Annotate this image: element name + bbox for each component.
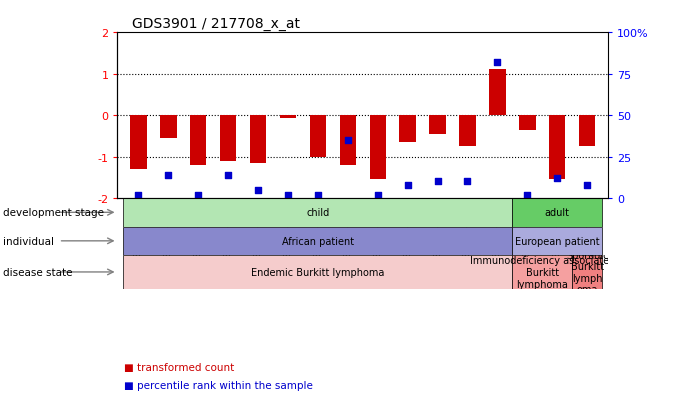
Bar xyxy=(220,116,236,161)
Text: GDS3901 / 217708_x_at: GDS3901 / 217708_x_at xyxy=(132,17,300,31)
Point xyxy=(432,179,443,185)
FancyBboxPatch shape xyxy=(124,256,512,289)
FancyBboxPatch shape xyxy=(124,227,512,256)
Bar xyxy=(160,116,177,139)
Text: Immunodeficiency associated
Burkitt
lymphoma: Immunodeficiency associated Burkitt lymp… xyxy=(470,256,615,289)
Text: child: child xyxy=(306,208,330,218)
Text: ■ transformed count: ■ transformed count xyxy=(124,362,235,372)
FancyBboxPatch shape xyxy=(512,199,602,227)
Text: European patient: European patient xyxy=(515,236,600,246)
Bar xyxy=(579,116,596,147)
Bar xyxy=(250,116,266,164)
Text: Endemic Burkitt lymphoma: Endemic Burkitt lymphoma xyxy=(252,267,385,277)
Point xyxy=(522,192,533,199)
Text: development stage: development stage xyxy=(3,208,104,218)
FancyBboxPatch shape xyxy=(512,227,602,256)
Point xyxy=(223,172,234,179)
Text: disease state: disease state xyxy=(3,267,73,277)
Text: individual: individual xyxy=(3,236,55,246)
Text: ■ percentile rank within the sample: ■ percentile rank within the sample xyxy=(124,380,313,390)
Bar xyxy=(460,116,475,147)
Point xyxy=(551,176,562,182)
Bar xyxy=(310,116,326,157)
Point xyxy=(342,138,353,144)
Point xyxy=(163,172,174,179)
FancyBboxPatch shape xyxy=(512,256,572,289)
Point xyxy=(492,59,503,66)
Point xyxy=(402,182,413,189)
Bar xyxy=(130,116,146,170)
FancyBboxPatch shape xyxy=(572,256,602,289)
Bar xyxy=(519,116,536,130)
Point xyxy=(462,179,473,185)
Bar xyxy=(429,116,446,134)
Point xyxy=(312,192,323,199)
Point xyxy=(372,192,384,199)
Point xyxy=(582,182,593,189)
Text: Sporadic
Burkitt
lymph
oma: Sporadic Burkitt lymph oma xyxy=(566,250,608,294)
Point xyxy=(133,192,144,199)
Point xyxy=(283,192,294,199)
Point xyxy=(193,192,204,199)
Bar xyxy=(280,116,296,119)
Bar xyxy=(370,116,386,180)
Bar xyxy=(489,70,506,116)
Point xyxy=(252,187,263,194)
Bar xyxy=(339,116,356,166)
Text: African patient: African patient xyxy=(282,236,354,246)
FancyBboxPatch shape xyxy=(124,199,512,227)
Bar xyxy=(399,116,416,143)
Bar xyxy=(190,116,207,166)
Text: adult: adult xyxy=(545,208,569,218)
Bar xyxy=(549,116,565,180)
